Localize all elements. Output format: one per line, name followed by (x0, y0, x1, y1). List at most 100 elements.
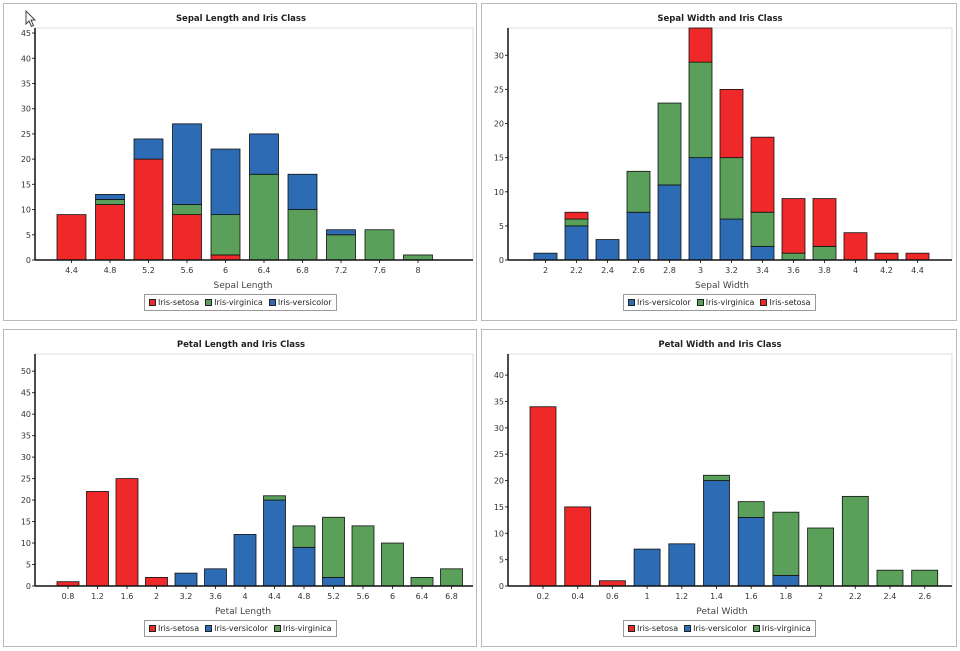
y-tick-label: 5 (26, 231, 31, 240)
bar-iris-setosa-4-2 (874, 252, 899, 261)
bar-iris-virginica-8 (403, 254, 433, 261)
x-tick-label: 2.6 (632, 266, 645, 275)
x-tick-label: 1.6 (121, 592, 134, 601)
bar-iris-versicolor-4 (233, 534, 257, 587)
legend-swatch (628, 299, 635, 306)
legend-entry-iris-virginica: Iris-virginica (752, 624, 811, 633)
chart-title: Petal Length and Iris Class (177, 340, 305, 350)
x-tick-label: 5.2 (327, 592, 340, 601)
chart-panel-sepal-width: Sepal Width and Iris Class 0 5 10 15 20 25 30 2 2… (481, 3, 957, 321)
x-axis-label: Sepal Width (695, 281, 749, 291)
y-tick-label: 30 (21, 105, 31, 114)
bar-iris-versicolor-2-8 (657, 184, 682, 261)
bar-iris-versicolor-2 (533, 252, 558, 261)
chart-title: Sepal Width and Iris Class (657, 14, 782, 24)
y-tick-label: 10 (494, 188, 504, 197)
bar-iris-versicolor-7-2 (326, 229, 356, 236)
legend-entry-iris-setosa: Iris-setosa (149, 624, 199, 633)
bar-iris-virginica-2-4 (876, 569, 904, 587)
y-tick-label: 0 (499, 582, 504, 591)
x-tick-label: 2.2 (849, 592, 862, 601)
y-tick-label: 45 (21, 389, 31, 398)
bar-iris-setosa-1-6 (115, 478, 139, 587)
x-tick-label: 3.8 (818, 266, 831, 275)
x-tick-label: 2.4 (884, 592, 897, 601)
sepal-length-chart: Sepal Length and Iris Class 0 5 10 15 20 25 30 3… (21, 14, 474, 291)
bar-iris-virginica-6 (210, 214, 241, 256)
chart-panel-petal-width: Petal Width and Iris Class 0 5 10 15 20 25 30 35… (481, 329, 957, 647)
y-tick-label: 30 (494, 51, 504, 60)
bar-iris-versicolor-1 (633, 548, 661, 587)
legend-label: Iris-setosa (769, 298, 811, 307)
legend-label: Iris-versicolor (277, 298, 332, 307)
bar-iris-versicolor-2-6 (626, 211, 651, 261)
x-tick-label: 3 (698, 266, 703, 275)
y-tick-label: 10 (494, 529, 504, 538)
y-tick-label: 5 (499, 556, 504, 565)
legend-swatch (273, 625, 281, 632)
x-tick-label: 2.8 (663, 266, 676, 275)
legend-entry-iris-virginica: Iris-virginica (696, 298, 754, 307)
x-tick-label: 6.4 (416, 592, 429, 601)
y-tick-label: 15 (494, 154, 504, 163)
x-tick-label: 3.2 (725, 266, 738, 275)
bar-iris-setosa-4-8 (95, 204, 125, 261)
bar-iris-setosa-0-2 (529, 406, 557, 587)
legend-entry-iris-versicolor: Iris-versicolor (628, 298, 691, 307)
legend-swatch (268, 299, 276, 306)
bar-iris-virginica-4-8 (95, 199, 125, 205)
bar-iris-versicolor-1-8 (772, 575, 800, 587)
bar-iris-virginica-6-8 (440, 568, 463, 587)
x-tick-label: 4.2 (880, 266, 893, 275)
x-tick-label: 3.6 (209, 592, 222, 601)
x-tick-label: 2.4 (601, 266, 614, 275)
bar-iris-setosa-5-6 (172, 214, 202, 261)
legend-entry-iris-setosa: Iris-setosa (149, 298, 199, 307)
legend-entry-iris-versicolor: Iris-versicolor (684, 624, 747, 633)
bar-iris-virginica-2-6 (911, 569, 939, 587)
bar-iris-setosa-3-4 (750, 136, 775, 213)
legend-label: Iris-virginica (761, 624, 811, 633)
bar-iris-setosa-1-2 (86, 491, 109, 587)
petal-width-chart: Petal Width and Iris Class 0 5 10 15 20 25 30 35… (494, 340, 953, 617)
y-tick-label: 20 (21, 155, 31, 164)
y-tick-label: 15 (494, 503, 504, 512)
bar-iris-versicolor-3-4 (750, 245, 775, 261)
y-tick-label: 0 (499, 256, 504, 265)
x-tick-label: 0.6 (606, 592, 619, 601)
x-tick-label: 0.2 (537, 592, 550, 601)
bar-iris-setosa-0-6 (599, 580, 626, 587)
bar-iris-virginica-2-2 (564, 218, 589, 227)
chart-panel-petal-length: Petal Length and Iris Class 0 5 10 15 20 25 30 3… (3, 329, 477, 647)
y-tick-label: 5 (26, 561, 31, 570)
bar-iris-versicolor-3 (688, 157, 713, 261)
bar-iris-setosa-4-4 (905, 252, 930, 261)
y-tick-label: 25 (21, 130, 31, 139)
y-tick-label: 20 (494, 477, 504, 486)
bar-iris-virginica-5-6 (172, 204, 202, 216)
y-tick-label: 30 (21, 453, 31, 462)
legend-label: Iris-versicolor (693, 624, 747, 633)
bar-iris-versicolor-4-8 (292, 546, 316, 587)
bar-iris-setosa-3-6 (781, 198, 806, 254)
bar-iris-virginica-2-2 (841, 495, 869, 587)
bar-iris-virginica-1-4 (703, 474, 730, 481)
x-tick-label: 7.2 (335, 266, 348, 275)
legend-swatch (752, 625, 760, 632)
mouse-pointer-icon (25, 10, 37, 28)
bar-iris-setosa-5-2 (133, 158, 164, 261)
x-tick-label: 8 (415, 266, 420, 275)
bar-iris-versicolor-6-8 (287, 173, 318, 210)
bar-iris-versicolor-5-2 (133, 138, 164, 160)
chart-title: Sepal Length and Iris Class (176, 14, 306, 24)
petal-length-chart: Petal Length and Iris Class 0 5 10 15 20 25 30 3… (21, 340, 474, 617)
x-tick-label: 3.4 (756, 266, 769, 275)
x-tick-label: 1.4 (710, 592, 723, 601)
x-tick-label: 4 (242, 592, 247, 601)
y-tick-label: 15 (21, 518, 31, 527)
y-tick-label: 20 (21, 496, 31, 505)
x-tick-label: 2 (154, 592, 159, 601)
bar-iris-setosa-3-2 (719, 89, 744, 159)
x-tick-label: 2 (818, 592, 823, 601)
x-axis-label: Sepal Length (214, 281, 273, 291)
